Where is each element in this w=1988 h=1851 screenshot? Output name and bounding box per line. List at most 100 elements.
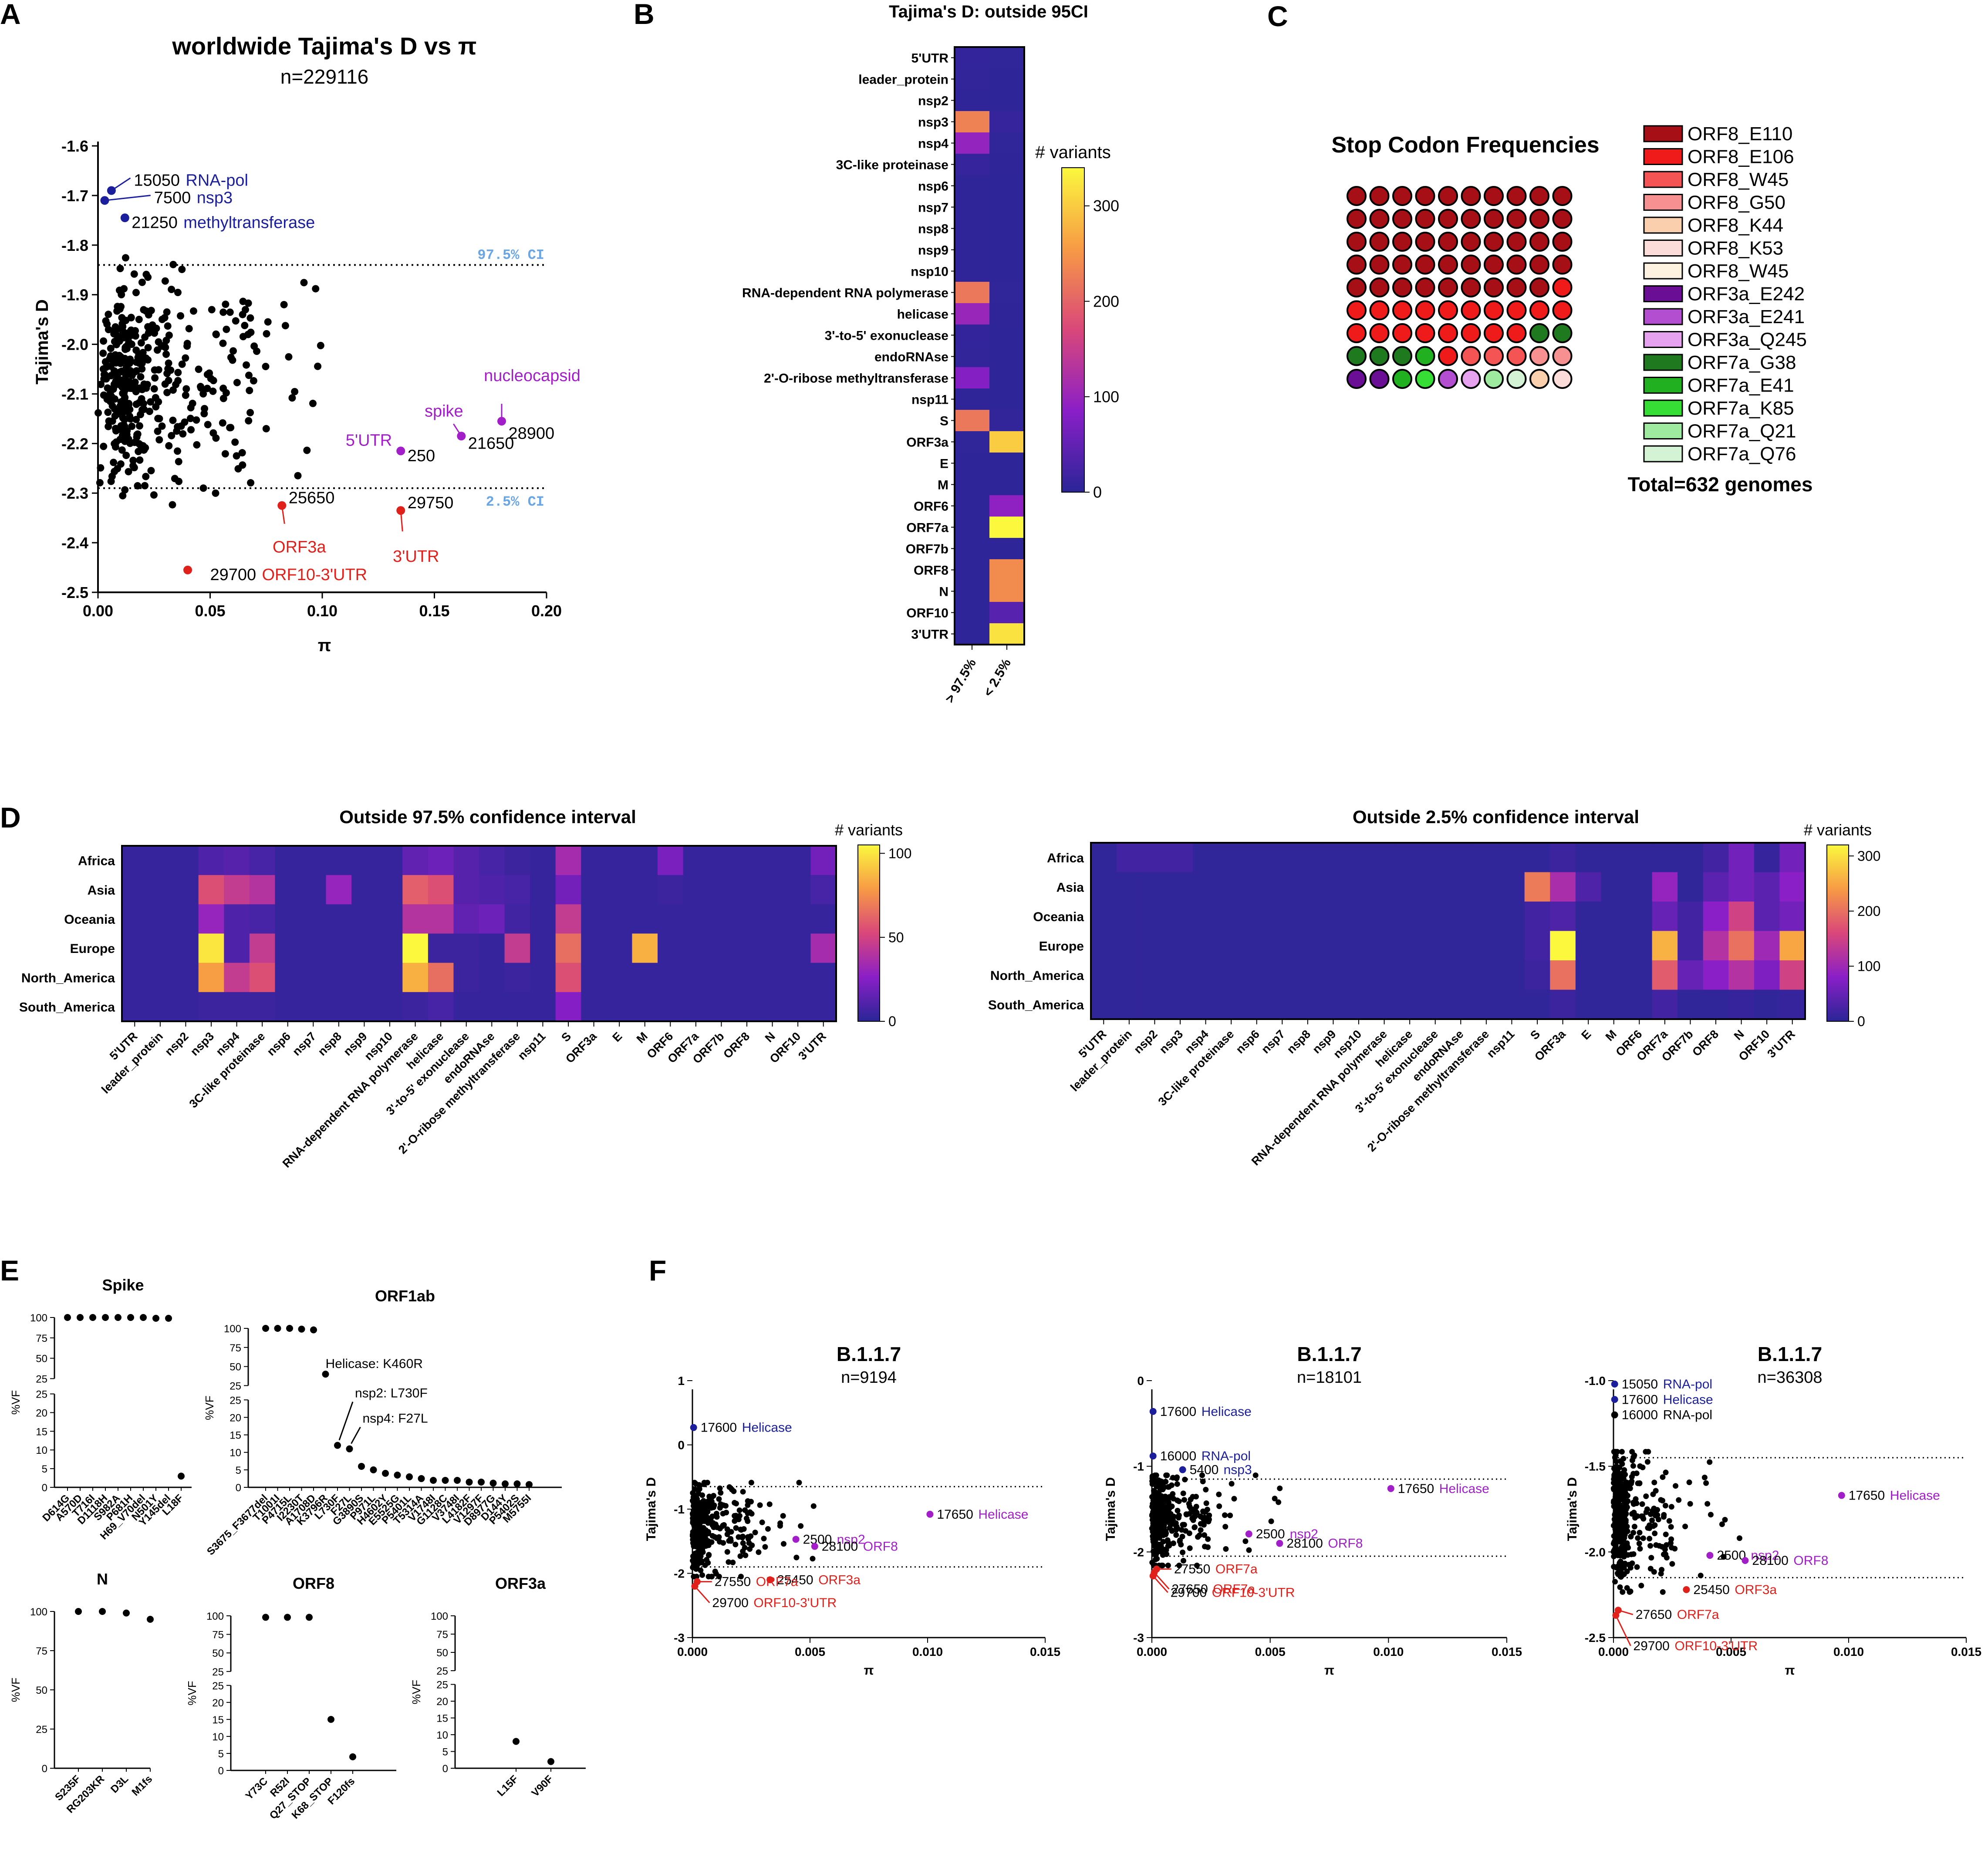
- d1-cell: [453, 992, 479, 1022]
- e-ytick-label: 75: [212, 1629, 224, 1641]
- a-point: [246, 314, 254, 322]
- e-ylabel: %VF: [9, 1390, 22, 1415]
- d1-cell: [555, 933, 581, 963]
- b-cell: [989, 324, 1024, 346]
- b-cbar-tick-label: 300: [1093, 197, 1119, 215]
- f-annot-pos: 17650: [1398, 1482, 1434, 1496]
- f-point: [749, 1542, 755, 1548]
- e-ytick-label: 50: [36, 1685, 47, 1696]
- f-point: [711, 1524, 717, 1530]
- d2-cell: [1627, 872, 1653, 902]
- a-point: [229, 356, 236, 364]
- a-point: [179, 430, 187, 438]
- e-ytick-label: 15: [36, 1426, 47, 1438]
- f-point: [710, 1520, 716, 1526]
- f-point: [1611, 1474, 1617, 1480]
- d1-cell: [198, 933, 224, 963]
- d1-cell: [122, 904, 148, 934]
- e-point: [513, 1480, 521, 1487]
- c-waffle-dot: [1529, 277, 1549, 297]
- d2-cell: [1193, 902, 1219, 931]
- d2-cell: [1142, 872, 1168, 902]
- f-ylabel: Tajima's D: [1565, 1477, 1580, 1541]
- f-point: [1205, 1536, 1211, 1542]
- e-ylabel: %VF: [410, 1680, 423, 1704]
- d1-cbar-title: # variants: [835, 821, 903, 839]
- e-point: [298, 1325, 305, 1333]
- c-waffle-dot: [1461, 232, 1481, 252]
- a-annot-pos: 7500: [154, 189, 191, 207]
- f-highlight-point: [1706, 1552, 1714, 1559]
- a-leader: [281, 505, 285, 524]
- f-point: [703, 1530, 709, 1537]
- f-point: [745, 1510, 751, 1517]
- d1-cell: [173, 875, 199, 905]
- c-waffle-dot: [1392, 323, 1412, 343]
- c-waffle-dot: [1415, 346, 1435, 366]
- a-point: [264, 318, 272, 326]
- d2-cell: [1524, 990, 1550, 1020]
- d1-cell: [658, 904, 684, 934]
- c-legend-label: ORF8_W45: [1688, 260, 1789, 282]
- d1-cell: [606, 963, 632, 993]
- a-point: [193, 441, 201, 449]
- f-highlight-point: [1387, 1485, 1394, 1492]
- d1-cell: [530, 933, 556, 963]
- f-ytick-label: -3: [674, 1631, 685, 1645]
- e-point: [127, 1314, 134, 1321]
- e-point: [370, 1466, 377, 1473]
- d2-cell: [1677, 990, 1704, 1020]
- b-row-label: ORF8: [914, 564, 948, 578]
- f-point: [1664, 1542, 1670, 1548]
- a-point: [233, 452, 240, 460]
- d2-cell: [1652, 872, 1678, 902]
- f-annot-gene: Helicase: [1663, 1392, 1713, 1407]
- d1-cell: [326, 963, 352, 993]
- d2-cell: [1397, 902, 1423, 931]
- d1-cell: [402, 875, 429, 905]
- d1-cell: [581, 846, 607, 875]
- c-waffle-dot: [1529, 209, 1549, 229]
- e-ytick-label: 20: [212, 1697, 224, 1709]
- d1-cell: [198, 963, 224, 993]
- f-point: [777, 1523, 783, 1529]
- a-annot-gene: methyltransferase: [183, 214, 315, 232]
- c-waffle-dot: [1529, 254, 1549, 275]
- f-point: [1201, 1532, 1207, 1538]
- a-point: [136, 456, 144, 464]
- c-legend-label: ORF7a_K85: [1688, 398, 1794, 419]
- c-legend-swatch: [1643, 445, 1683, 463]
- f-point: [733, 1500, 739, 1506]
- f-annot-pos: 17650: [937, 1507, 973, 1522]
- f-point: [810, 1503, 817, 1509]
- a-xtick-label: 0.15: [419, 602, 449, 620]
- f-point: [737, 1553, 743, 1559]
- b-cell: [955, 431, 989, 453]
- d1-cell: [300, 875, 327, 905]
- c-waffle-dot: [1461, 277, 1481, 297]
- b-cell: [989, 517, 1024, 538]
- f-point: [716, 1574, 722, 1580]
- b-cell: [955, 154, 989, 175]
- d2-cell: [1754, 990, 1780, 1020]
- a-xtick-label: 0.10: [307, 602, 338, 620]
- a-ytick-label: -2.3: [61, 484, 88, 502]
- f-point: [1644, 1459, 1650, 1465]
- f-point: [1161, 1511, 1168, 1517]
- f-point: [694, 1516, 700, 1522]
- f-point: [1643, 1449, 1649, 1455]
- f-point: [1246, 1547, 1252, 1553]
- a-point: [197, 383, 205, 391]
- e-point: [349, 1753, 356, 1760]
- a-ytick-label: -1.7: [61, 187, 88, 205]
- d2-cell: [1601, 843, 1627, 872]
- a-point: [129, 456, 137, 464]
- c-legend-swatch: [1643, 262, 1683, 280]
- d1-cell: [555, 992, 581, 1022]
- b-cell: [955, 282, 989, 303]
- f-ytick-label: -1: [674, 1503, 685, 1516]
- f-point: [1658, 1571, 1664, 1577]
- b-row-label: nsp3: [918, 115, 948, 130]
- a-point: [219, 385, 227, 392]
- b-cell: [989, 132, 1024, 154]
